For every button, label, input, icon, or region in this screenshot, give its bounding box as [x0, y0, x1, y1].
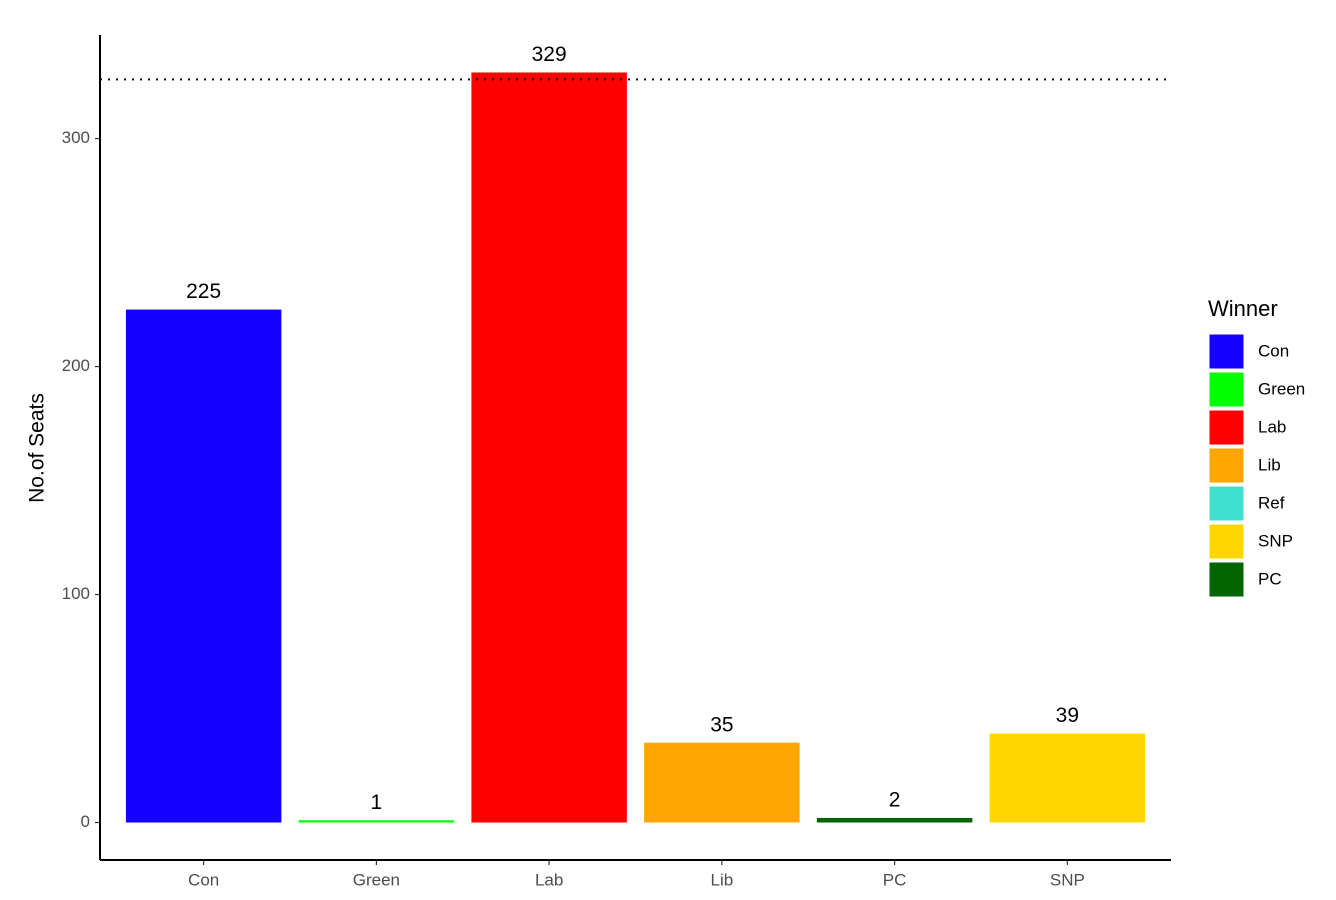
legend-label: Ref	[1258, 493, 1285, 512]
x-tick-label: Con	[188, 870, 219, 889]
legend-label: SNP	[1258, 531, 1293, 550]
legend-key	[1208, 371, 1245, 408]
legend-key	[1208, 333, 1245, 370]
legend-key	[1208, 561, 1245, 598]
y-tick-label: 200	[62, 356, 90, 375]
bar	[816, 817, 973, 823]
legend-key	[1208, 485, 1245, 522]
value-label: 35	[710, 713, 733, 736]
value-label: 225	[186, 280, 221, 303]
bar	[125, 309, 282, 823]
bar	[298, 820, 455, 823]
legend-label: Con	[1258, 341, 1289, 360]
x-tick-label: Lab	[535, 870, 563, 889]
x-tick-label: SNP	[1050, 870, 1085, 889]
legend-key	[1208, 523, 1245, 560]
legend-label: Lib	[1258, 455, 1281, 474]
legend-label: Green	[1258, 379, 1305, 398]
legend-title: Winner	[1208, 296, 1278, 321]
y-tick-label: 100	[62, 584, 90, 603]
x-tick-label: PC	[883, 870, 907, 889]
value-label: 2	[889, 788, 901, 811]
value-label: 329	[532, 43, 567, 66]
bar	[471, 72, 627, 823]
bar	[644, 742, 800, 823]
legend-key	[1208, 409, 1245, 446]
y-tick-label: 300	[62, 128, 90, 147]
y-tick-label: 0	[81, 812, 90, 831]
bar	[989, 733, 1146, 823]
value-label: 39	[1056, 704, 1079, 727]
y-axis-title: No.of Seats	[26, 393, 49, 503]
x-tick-label: Green	[353, 870, 400, 889]
value-label: 1	[371, 791, 383, 814]
x-tick-label: Lib	[711, 870, 734, 889]
legend-label: PC	[1258, 569, 1282, 588]
legend-key	[1208, 447, 1245, 484]
legend-label: Lab	[1258, 417, 1286, 436]
